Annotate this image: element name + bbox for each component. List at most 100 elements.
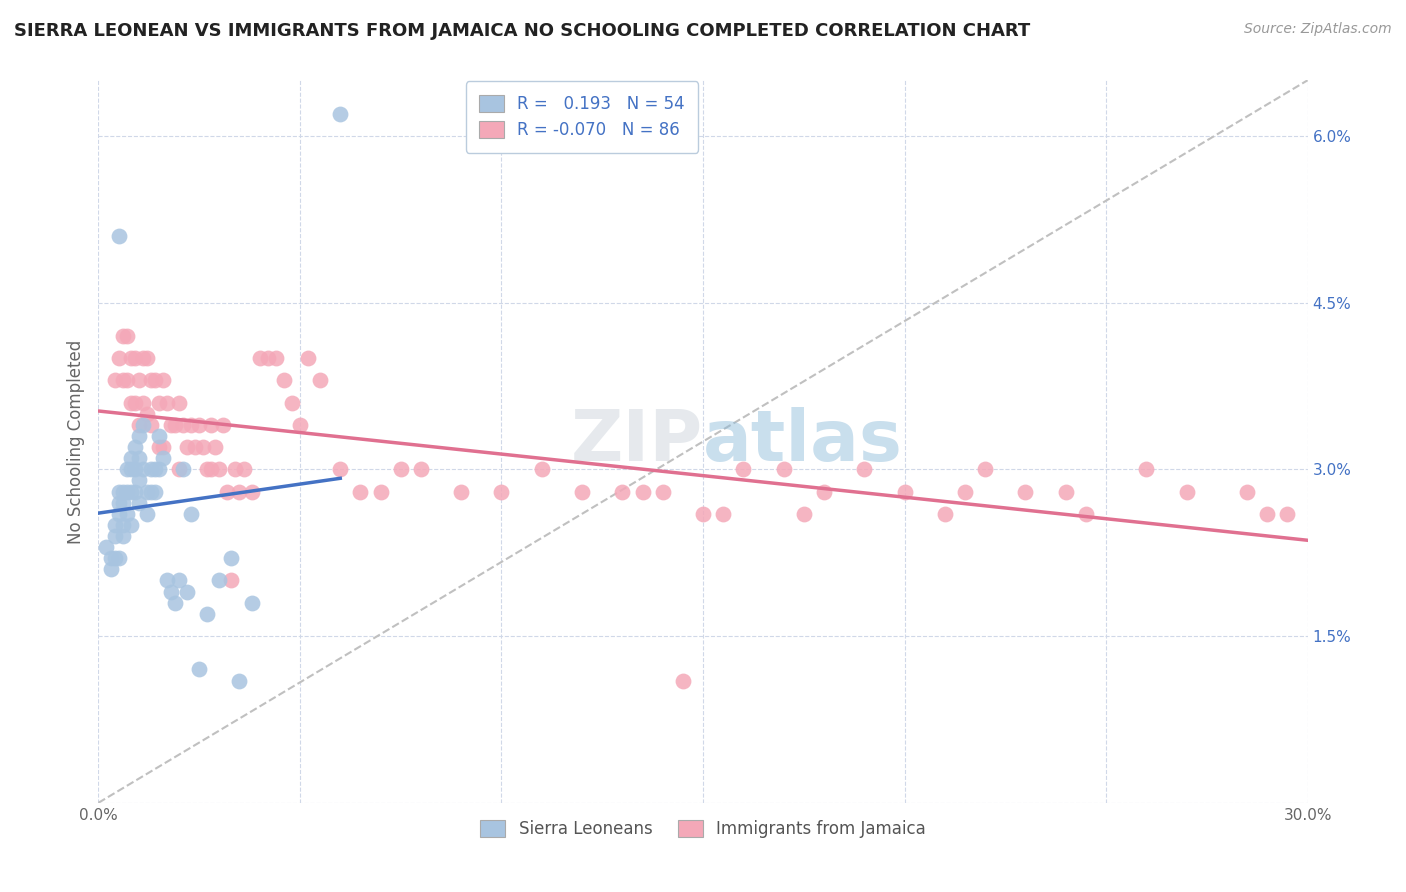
Point <box>1014 484 1036 499</box>
Point <box>139 373 162 387</box>
Point <box>128 373 150 387</box>
Point <box>148 462 170 476</box>
Point <box>132 395 155 409</box>
Point <box>100 551 122 566</box>
Point <box>135 407 157 421</box>
Point <box>111 517 134 532</box>
Point <box>934 507 956 521</box>
Point <box>172 417 194 432</box>
Point <box>612 484 634 499</box>
Point <box>221 574 243 588</box>
Point <box>135 507 157 521</box>
Point <box>167 462 190 476</box>
Point <box>148 395 170 409</box>
Point <box>115 329 138 343</box>
Point <box>813 484 835 499</box>
Point <box>103 517 125 532</box>
Point <box>224 462 246 476</box>
Point <box>974 462 997 476</box>
Point <box>188 417 211 432</box>
Point <box>329 106 352 120</box>
Point <box>115 373 138 387</box>
Point <box>249 351 271 366</box>
Point <box>128 496 150 510</box>
Point <box>329 462 352 476</box>
Point <box>188 662 211 676</box>
Point <box>193 440 215 454</box>
Point <box>111 329 134 343</box>
Point <box>530 462 553 476</box>
Point <box>139 462 162 476</box>
Point <box>208 574 231 588</box>
Point <box>180 417 202 432</box>
Point <box>107 551 129 566</box>
Point <box>273 373 295 387</box>
Point <box>115 484 138 499</box>
Point <box>281 395 304 409</box>
Point <box>221 551 243 566</box>
Point <box>115 462 138 476</box>
Point <box>167 574 190 588</box>
Point <box>1236 484 1258 499</box>
Point <box>733 462 755 476</box>
Point <box>893 484 915 499</box>
Legend: Sierra Leoneans, Immigrants from Jamaica: Sierra Leoneans, Immigrants from Jamaica <box>474 814 932 845</box>
Point <box>491 484 513 499</box>
Point <box>124 395 146 409</box>
Point <box>120 351 142 366</box>
Point <box>288 417 311 432</box>
Point <box>370 484 392 499</box>
Point <box>176 584 198 599</box>
Point <box>208 462 231 476</box>
Point <box>1135 462 1157 476</box>
Point <box>1054 484 1077 499</box>
Point <box>672 673 695 688</box>
Point <box>450 484 472 499</box>
Point <box>143 484 166 499</box>
Point <box>200 462 222 476</box>
Point <box>212 417 235 432</box>
Point <box>132 351 155 366</box>
Point <box>111 373 134 387</box>
Point <box>135 351 157 366</box>
Point <box>152 451 174 466</box>
Point <box>96 540 118 554</box>
Point <box>100 562 122 576</box>
Point <box>124 484 146 499</box>
Point <box>217 484 239 499</box>
Point <box>143 462 166 476</box>
Y-axis label: No Schooling Completed: No Schooling Completed <box>67 340 86 543</box>
Point <box>156 395 179 409</box>
Point <box>163 596 186 610</box>
Point <box>107 496 129 510</box>
Point <box>152 373 174 387</box>
Point <box>200 417 222 432</box>
Text: SIERRA LEONEAN VS IMMIGRANTS FROM JAMAICA NO SCHOOLING COMPLETED CORRELATION CHA: SIERRA LEONEAN VS IMMIGRANTS FROM JAMAIC… <box>14 22 1031 40</box>
Point <box>793 507 815 521</box>
Point <box>309 373 332 387</box>
Text: atlas: atlas <box>703 407 903 476</box>
Point <box>128 451 150 466</box>
Point <box>228 484 250 499</box>
Point <box>107 228 129 243</box>
Point <box>160 417 183 432</box>
Point <box>124 351 146 366</box>
Point <box>139 484 162 499</box>
Point <box>160 584 183 599</box>
Point <box>124 462 146 476</box>
Point <box>156 574 179 588</box>
Point <box>409 462 432 476</box>
Point <box>128 429 150 443</box>
Point <box>256 351 278 366</box>
Point <box>1175 484 1198 499</box>
Point <box>1277 507 1299 521</box>
Point <box>148 440 170 454</box>
Point <box>172 462 194 476</box>
Point <box>1256 507 1278 521</box>
Point <box>120 451 142 466</box>
Point <box>107 484 129 499</box>
Point <box>297 351 319 366</box>
Point <box>103 373 125 387</box>
Point <box>120 395 142 409</box>
Point <box>389 462 412 476</box>
